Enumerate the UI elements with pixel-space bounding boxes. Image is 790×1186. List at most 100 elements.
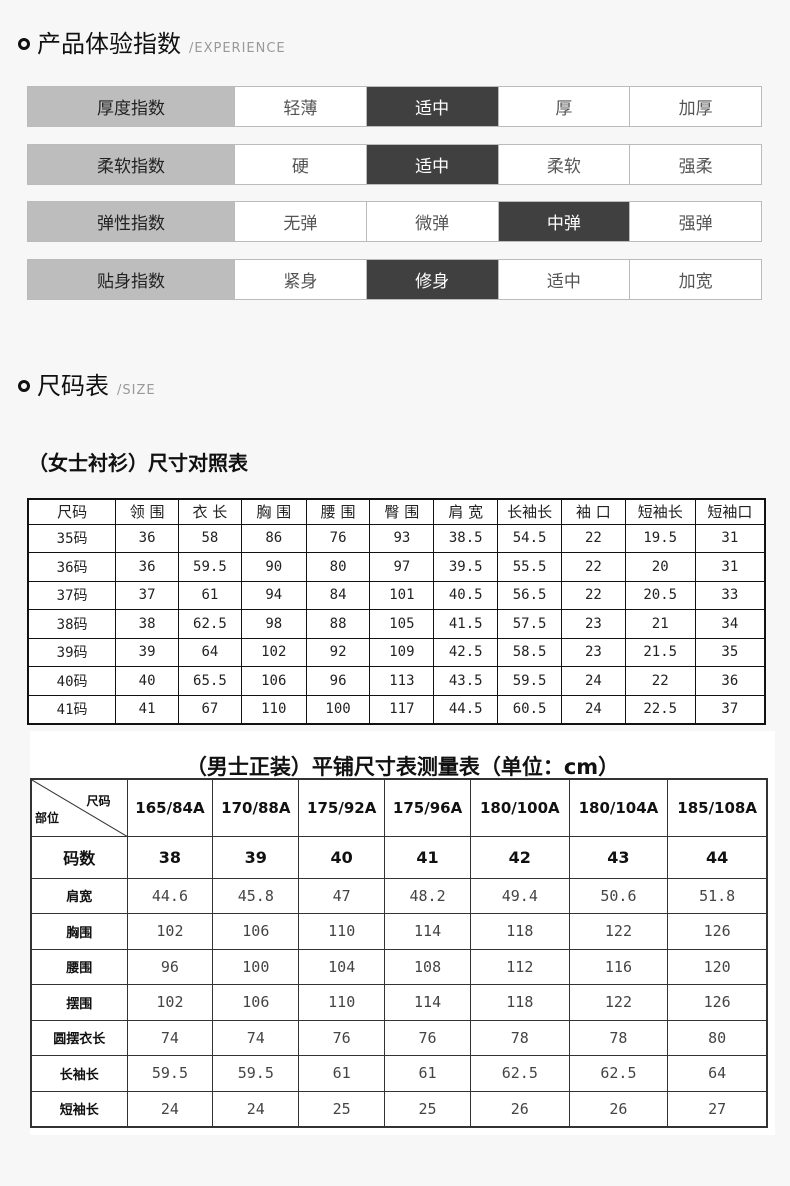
circle-bullet-icon (18, 380, 30, 392)
table-cell: 56.5 (497, 580, 563, 610)
table-cell: 106 (240, 666, 307, 696)
table-cell: 38 (126, 835, 214, 879)
table-row: 35码 36 58 86 76 93 38.5 54.5 22 19.5 31 (27, 523, 766, 553)
table-row: 码数 38 39 40 41 42 43 44 (30, 835, 768, 879)
row-label: 胸围 (30, 913, 128, 950)
table-cell: 102 (240, 637, 307, 667)
table-row: 胸围 102 106 110 114 118 122 126 (30, 913, 768, 950)
column-header: 衣 长 (177, 498, 242, 525)
table-cell: 19.5 (624, 523, 696, 553)
table-cell: 42.5 (433, 637, 499, 667)
experience-option: 加厚 (629, 87, 761, 126)
table-cell: 61 (384, 1055, 471, 1092)
table-row: 圆摆衣长 74 74 76 76 78 78 80 (30, 1019, 768, 1056)
table-cell: 37码 (27, 580, 117, 610)
table-cell: 106 (212, 913, 300, 950)
table-cell: 38码 (27, 609, 117, 639)
table-cell: 40码 (27, 666, 117, 696)
table-cell: 36 (115, 523, 179, 553)
table-cell: 50.6 (568, 877, 669, 914)
experience-row: 厚度指数 轻薄 适中厚加厚 (27, 86, 762, 127)
table-cell: 117 (369, 694, 435, 724)
column-header: 长袖长 (497, 498, 563, 525)
table-cell: 42 (470, 835, 570, 879)
table-cell: 44.5 (433, 694, 499, 724)
table-cell: 76 (298, 1019, 386, 1056)
table-cell: 118 (470, 984, 570, 1021)
corner-header: 尺码 部位 (30, 778, 128, 837)
table-cell: 41.5 (433, 609, 499, 639)
table-cell: 88 (305, 609, 371, 639)
table-cell: 118 (470, 913, 570, 950)
table-cell: 22 (561, 523, 626, 553)
experience-option: 轻薄 (234, 87, 366, 126)
circle-bullet-icon (18, 38, 30, 50)
table-cell: 40 (115, 666, 179, 696)
women-size-table: 尺码领 围衣 长胸 围腰 围臀 围肩 宽长袖长袖 口短袖长 短袖口 35码 36 58 8… (27, 498, 766, 725)
row-label: 码数 (30, 835, 128, 879)
table-cell: 59.5 (497, 666, 563, 696)
table-cell: 25 (384, 1090, 471, 1127)
experience-label: 弹性指数 (28, 202, 234, 241)
table-cell: 58.5 (497, 637, 563, 667)
table-row: 36码 36 59.5 90 80 97 39.5 55.5 22 20 31 (27, 552, 766, 582)
table-cell: 61 (177, 580, 242, 610)
table-cell: 36 (694, 666, 766, 696)
experience-section-title: 产品体验指数 /EXPERIENCE (18, 24, 286, 59)
column-header: 臀 围 (369, 498, 435, 525)
table-cell: 57.5 (497, 609, 563, 639)
table-cell: 41码 (27, 694, 117, 724)
table-cell: 44.6 (126, 877, 214, 914)
table-cell: 126 (667, 984, 768, 1021)
table-cell: 22 (561, 552, 626, 582)
table-cell: 27 (667, 1090, 768, 1127)
table-cell: 38.5 (433, 523, 499, 553)
column-header: 领 围 (115, 498, 179, 525)
table-cell: 86 (240, 523, 307, 553)
row-label: 长袖长 (30, 1055, 128, 1092)
table-cell: 102 (126, 913, 214, 950)
table-cell: 20 (624, 552, 696, 582)
column-header: 185/108A (667, 778, 768, 837)
row-label: 短袖长 (30, 1090, 128, 1127)
table-row: 长袖长 59.5 59.5 61 61 62.5 62.5 64 (30, 1055, 768, 1092)
table-cell: 78 (470, 1019, 570, 1056)
table-cell: 21 (624, 609, 696, 639)
table-cell: 80 (667, 1019, 768, 1056)
table-cell: 41 (384, 835, 471, 879)
table-row: 38码 38 62.5 98 88 105 41.5 57.5 23 21 34 (27, 609, 766, 639)
table-cell: 62.5 (177, 609, 242, 639)
table-cell: 47 (298, 877, 386, 914)
table-header-row: 尺码 部位 165/84A 170/88A 175/92A 175/96A 180/100A… (30, 778, 768, 837)
column-header: 170/88A (212, 778, 300, 837)
table-row: 41码 41 67 110 100 117 44.5 60.5 24 22.5 37 (27, 694, 766, 724)
table-cell: 112 (470, 948, 570, 985)
table-cell: 59.5 (177, 552, 242, 582)
table-cell: 33 (694, 580, 766, 610)
table-cell: 49.4 (470, 877, 570, 914)
table-cell: 20.5 (624, 580, 696, 610)
table-cell: 84 (305, 580, 371, 610)
table-cell: 37 (694, 694, 766, 724)
table-cell: 61 (298, 1055, 386, 1092)
table-header-row: 尺码领 围衣 长胸 围腰 围臀 围肩 宽长袖长袖 口短袖长 短袖口 (27, 498, 766, 525)
experience-option: 强弹 (629, 202, 761, 241)
table-cell: 35 (694, 637, 766, 667)
table-cell: 25 (298, 1090, 386, 1127)
experience-label: 柔软指数 (28, 145, 234, 184)
experience-option: 强柔 (629, 145, 761, 184)
table-cell: 113 (369, 666, 435, 696)
table-cell: 109 (369, 637, 435, 667)
experience-option: 加宽 (629, 260, 761, 299)
table-cell: 39码 (27, 637, 117, 667)
table-cell: 38 (115, 609, 179, 639)
table-cell: 35码 (27, 523, 117, 553)
table-cell: 74 (212, 1019, 300, 1056)
table-cell: 114 (384, 913, 471, 950)
experience-row: 贴身指数 紧身 修身 适中 加宽 (27, 259, 762, 300)
table-cell: 23 (561, 609, 626, 639)
table-cell: 62.5 (568, 1055, 669, 1092)
table-cell: 120 (667, 948, 768, 985)
column-header: 180/104A (568, 778, 669, 837)
table-cell: 106 (212, 984, 300, 1021)
